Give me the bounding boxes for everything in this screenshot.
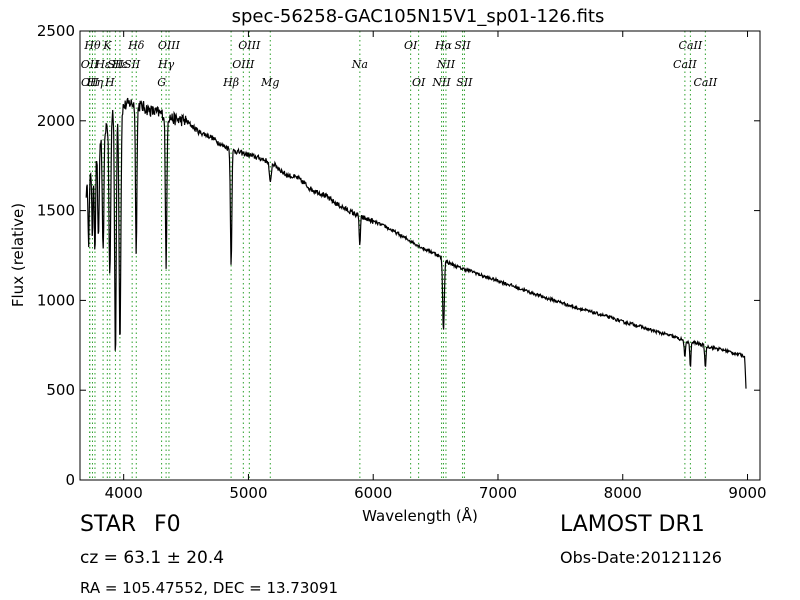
line-marker-label: CaII [679, 39, 703, 52]
y-tick-label: 2500 [37, 22, 75, 40]
line-marker-label: Hβ [222, 76, 239, 89]
x-tick-label: 5000 [229, 484, 267, 502]
x-tick-label: 4000 [105, 484, 143, 502]
line-marker-label: Hδ [127, 39, 145, 52]
plot-frame [79, 30, 761, 481]
line-marker-label: K [102, 39, 112, 52]
line-marker-label: OIII [232, 58, 255, 71]
line-marker-label: SII [454, 39, 471, 52]
survey-name: LAMOST DR1 [560, 512, 705, 537]
line-marker-label: OIII [238, 39, 261, 52]
coordinates: RA = 105.47552, DEC = 13.73091 [80, 579, 339, 597]
observation-date: Obs-Date:20121126 [560, 548, 722, 567]
line-marker-label: Hθ [83, 39, 101, 52]
y-tick-label: 1500 [37, 202, 75, 220]
line-marker-label: Hη [86, 76, 104, 89]
y-axis-label: Flux (relative) [9, 203, 27, 307]
line-marker-label: OII [81, 58, 99, 71]
line-marker-label: SII [107, 58, 124, 71]
emission-line-markers [89, 31, 706, 480]
redshift-value: cz = 63.1 ± 20.4 [80, 548, 225, 568]
line-marker-label: SII [124, 58, 141, 71]
line-marker-label: SII [456, 76, 473, 89]
line-marker-label: Hγ [157, 58, 175, 71]
line-marker-label: OII [81, 76, 99, 89]
line-marker-label: NII [436, 58, 456, 71]
y-tick-label: 1000 [37, 291, 75, 309]
emission-line-labels: OIIOIIHθHηHεKHSIIHεSIIHδGHγOIIIHβOIIIOII… [81, 39, 718, 89]
y-tick-label: 500 [46, 381, 75, 399]
line-marker-label: CaII [694, 76, 718, 89]
line-marker-label: OIII [158, 39, 181, 52]
chart-title: spec-56258-GAC105N15V1_sp01-126.fits [232, 6, 605, 27]
x-tick-label: 9000 [728, 484, 766, 502]
y-tick-label: 2000 [37, 112, 75, 130]
y-tick-label: 0 [65, 471, 75, 489]
object-subclass: F0 [154, 512, 181, 537]
x-tick-label: 7000 [479, 484, 517, 502]
x-axis: 4000 5000 6000 7000 8000 9000 [105, 31, 767, 502]
x-tick-label: 6000 [354, 484, 392, 502]
line-marker-label: Hε [94, 58, 111, 71]
line-marker-label: CaII [673, 58, 697, 71]
object-class: STAR [80, 512, 137, 537]
y-axis: 0 500 1000 1500 2000 2500 [37, 22, 760, 489]
line-marker-label: G [157, 76, 166, 89]
object-classification: STAR F0 [80, 512, 181, 537]
line-marker-label: H [104, 76, 115, 89]
line-marker-label: Na [351, 58, 368, 71]
line-marker-label: OI [404, 39, 418, 52]
line-marker-label: OI [412, 76, 426, 89]
line-marker-label: Hε [111, 58, 128, 71]
spectrum-line [85, 97, 747, 389]
x-axis-label: Wavelength (Å) [362, 506, 478, 525]
x-tick-label: 8000 [604, 484, 642, 502]
line-marker-label: Hα [434, 39, 453, 52]
line-marker-label: Mg [260, 76, 279, 89]
line-marker-label: NII [431, 76, 451, 89]
